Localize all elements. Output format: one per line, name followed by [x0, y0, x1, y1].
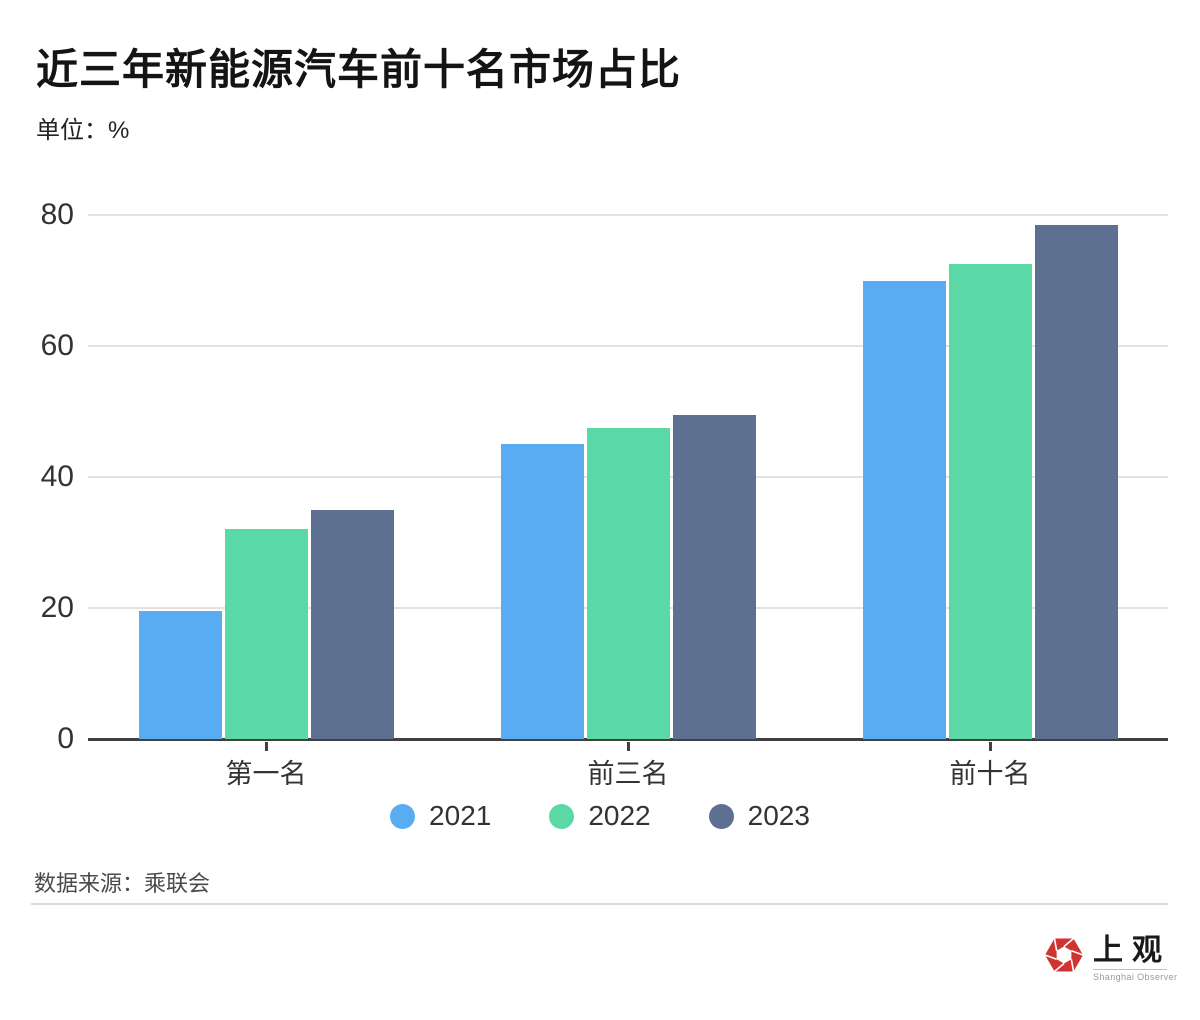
bar-2022-前三名[interactable]	[586, 427, 670, 739]
bar-2022-第一名[interactable]	[224, 529, 308, 739]
legend-item-2023[interactable]: 2023	[708, 800, 810, 832]
logo-name-text: 上观	[1093, 934, 1171, 967]
legend-label-2022: 2022	[588, 800, 651, 831]
y-tick-label-20: 20	[40, 591, 74, 624]
bar-2022-前十名[interactable]	[948, 264, 1032, 739]
y-tick-label-40: 40	[40, 460, 74, 493]
gridline-80	[88, 214, 1168, 216]
bar-2023-第一名[interactable]	[310, 509, 394, 739]
x-axis-line	[88, 738, 1168, 741]
aperture-hexagon-icon	[1044, 937, 1084, 973]
x-category-label-前十名: 前十名	[949, 759, 1031, 789]
y-tick-label-0: 0	[57, 722, 74, 755]
legend-label-2021: 2021	[429, 800, 492, 831]
bar-2023-前十名[interactable]	[1034, 224, 1118, 739]
y-tick-label-80: 80	[40, 198, 74, 231]
x-category-label-前三名: 前三名	[587, 759, 669, 789]
legend-swatch-2023	[708, 803, 734, 829]
x-tick-前三名	[627, 742, 630, 751]
chart-legend: 2021 2022 2023	[0, 800, 1200, 832]
y-tick-label-60: 60	[40, 329, 74, 362]
data-source-label: 数据来源：乘联会	[34, 871, 211, 896]
bar-2023-前三名[interactable]	[672, 414, 756, 739]
logo-separator	[1093, 969, 1167, 970]
bar-2021-前三名[interactable]	[500, 444, 584, 739]
legend-label-2023: 2023	[747, 800, 810, 831]
shanghai-observer-logo: 上观 Shanghai Observer	[1044, 934, 1177, 982]
bar-2021-第一名[interactable]	[138, 611, 222, 739]
x-category-label-第一名: 第一名	[225, 759, 307, 789]
gridline-60	[88, 345, 1168, 347]
x-tick-第一名	[265, 742, 268, 751]
unit-label: 单位：%	[36, 117, 130, 144]
legend-item-2022[interactable]: 2022	[549, 800, 651, 832]
logo-subtitle-text: Shanghai Observer	[1093, 972, 1178, 982]
page-title: 近三年新能源汽车前十名市场占比	[36, 46, 682, 93]
x-tick-前十名	[989, 742, 992, 751]
legend-swatch-2022	[549, 803, 575, 829]
bar-2021-前十名[interactable]	[862, 280, 946, 739]
footer-divider	[31, 903, 1168, 905]
legend-swatch-2021	[390, 803, 416, 829]
legend-item-2021[interactable]: 2021	[390, 800, 491, 832]
bar-chart-plot	[88, 214, 1168, 741]
